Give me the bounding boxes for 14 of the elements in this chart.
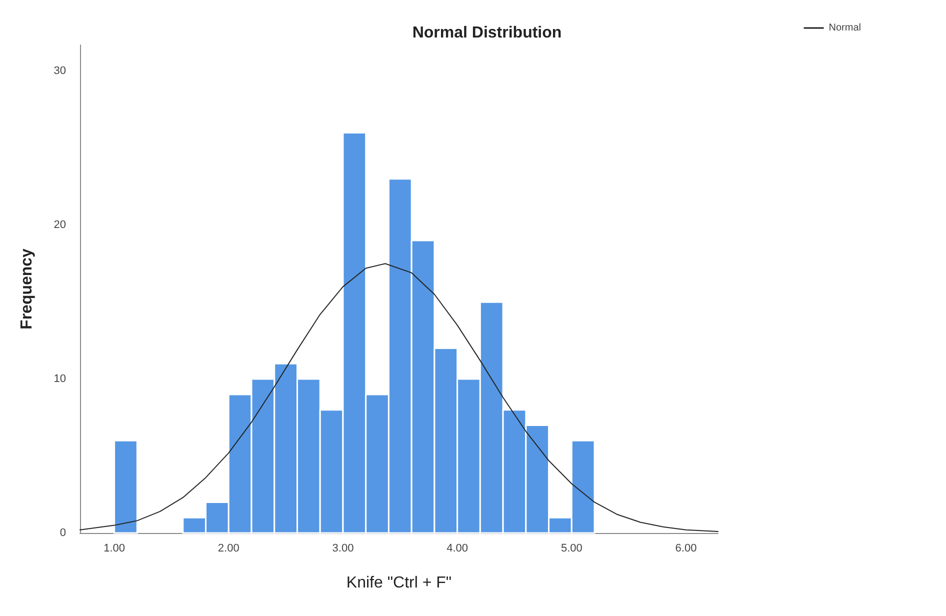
y-tick-label: 30 bbox=[54, 65, 66, 78]
x-tick-label: 1.00 bbox=[104, 542, 126, 554]
x-tick-label: 3.00 bbox=[332, 542, 354, 554]
x-axis-title: Knife "Ctrl + F" bbox=[346, 574, 452, 592]
x-tick-label: 6.00 bbox=[675, 542, 697, 554]
x-tick-label: 5.00 bbox=[560, 542, 582, 554]
chart-title: Normal Distribution bbox=[412, 24, 562, 42]
y-tick-label: 0 bbox=[60, 527, 66, 539]
y-axis-title: Frequency bbox=[18, 248, 36, 330]
y-tick-label: 20 bbox=[54, 219, 66, 232]
x-tick-label: 4.00 bbox=[446, 542, 468, 554]
y-tick-label: 10 bbox=[54, 373, 66, 386]
x-tick-label: 2.00 bbox=[218, 542, 240, 554]
legend-label: Normal bbox=[828, 22, 862, 34]
